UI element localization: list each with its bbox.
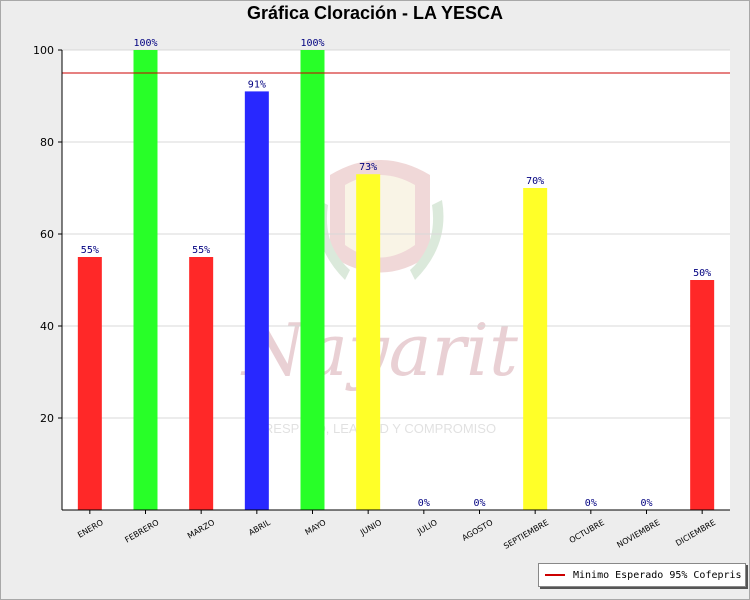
data-label: 0% [473,498,485,509]
x-tick-label: ABRIL [247,518,272,538]
x-tick-label: MARZO [186,518,216,541]
x-tick-label: ENERO [76,518,105,540]
legend-swatch [545,574,565,576]
y-tick-label: 100 [33,44,54,57]
x-tick-label: JULIO [415,518,439,537]
x-tick-label: FEBRERO [123,518,160,545]
bar [690,280,715,510]
data-label: 73% [359,162,377,173]
data-label: 0% [585,498,597,509]
plot-area [62,50,730,510]
bar [244,91,269,511]
bar [77,257,102,510]
x-tick-label: SEPTIEMBRE [502,518,550,551]
y-axis-ticks: 20 40 60 80 100 [33,44,54,425]
x-tick-label: JUNIO [358,518,383,538]
x-tick-label: AGOSTO [460,518,494,543]
x-tick-label: NOVIEMBRE [615,518,661,550]
data-label: 55% [81,245,99,256]
axes [58,49,730,514]
data-label: 55% [192,245,210,256]
bar [300,50,325,510]
x-tick-label: MAYO [304,518,328,537]
data-label: 100% [133,38,157,49]
grid [62,49,730,419]
x-axis-ticks: ENERO FEBRERO MARZO ABRIL MAYO JUNIO JULIO AGOS… [76,518,717,551]
y-tick-label: 60 [40,228,54,241]
y-tick-label: 40 [40,320,54,333]
bars [77,50,715,511]
x-tick-label: DICIEMBRE [674,518,717,548]
data-label: 70% [526,176,544,187]
data-labels: 55% 100% 55% 91% 100% 73% 0% 0% 70% 0% 0% 50% [81,38,711,509]
bar [189,257,214,510]
y-tick-label: 80 [40,136,54,149]
data-label: 0% [640,498,652,509]
data-label: 0% [418,498,430,509]
x-tick-label: OCTUBRE [568,518,606,545]
bar [356,174,381,510]
y-tick-label: 20 [40,412,54,425]
bar [523,188,548,510]
chart-title: Gráfica Cloración - LA YESCA [246,3,504,23]
legend-label: Minimo Esperado 95% Cofepris [573,569,742,581]
data-label: 100% [300,38,324,49]
legend: Minimo Esperado 95% Cofepris [538,563,746,587]
data-label: 50% [693,268,711,279]
bar [133,50,158,510]
data-label: 91% [248,79,266,90]
